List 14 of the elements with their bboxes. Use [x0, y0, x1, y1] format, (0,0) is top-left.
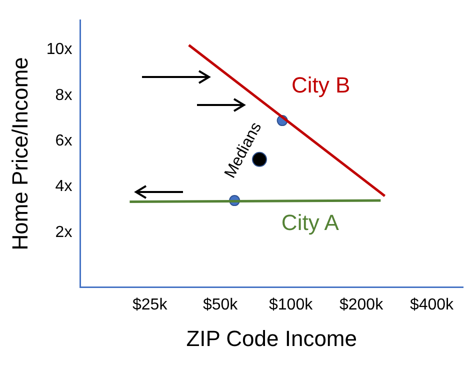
y-tick-label: 2x: [55, 224, 72, 241]
series-label: City A: [281, 210, 340, 236]
y-tick-label: 6x: [55, 132, 72, 150]
y-tick-label: 10x: [46, 41, 72, 58]
y-tick-label: 8x: [55, 86, 72, 104]
x-tick-label: $100k: [269, 296, 314, 314]
x-tick-label: $25k: [132, 296, 168, 314]
y-tick-label: 4x: [55, 178, 72, 196]
x-tick-label: $50k: [202, 296, 239, 314]
series-label: City B: [291, 72, 350, 98]
x-axis-title: ZIP Code Income: [186, 326, 357, 351]
y-axis-title: Home Price/Income: [7, 57, 32, 250]
x-tick-label: $200k: [339, 296, 384, 314]
x-tick-label: $400k: [410, 296, 455, 314]
